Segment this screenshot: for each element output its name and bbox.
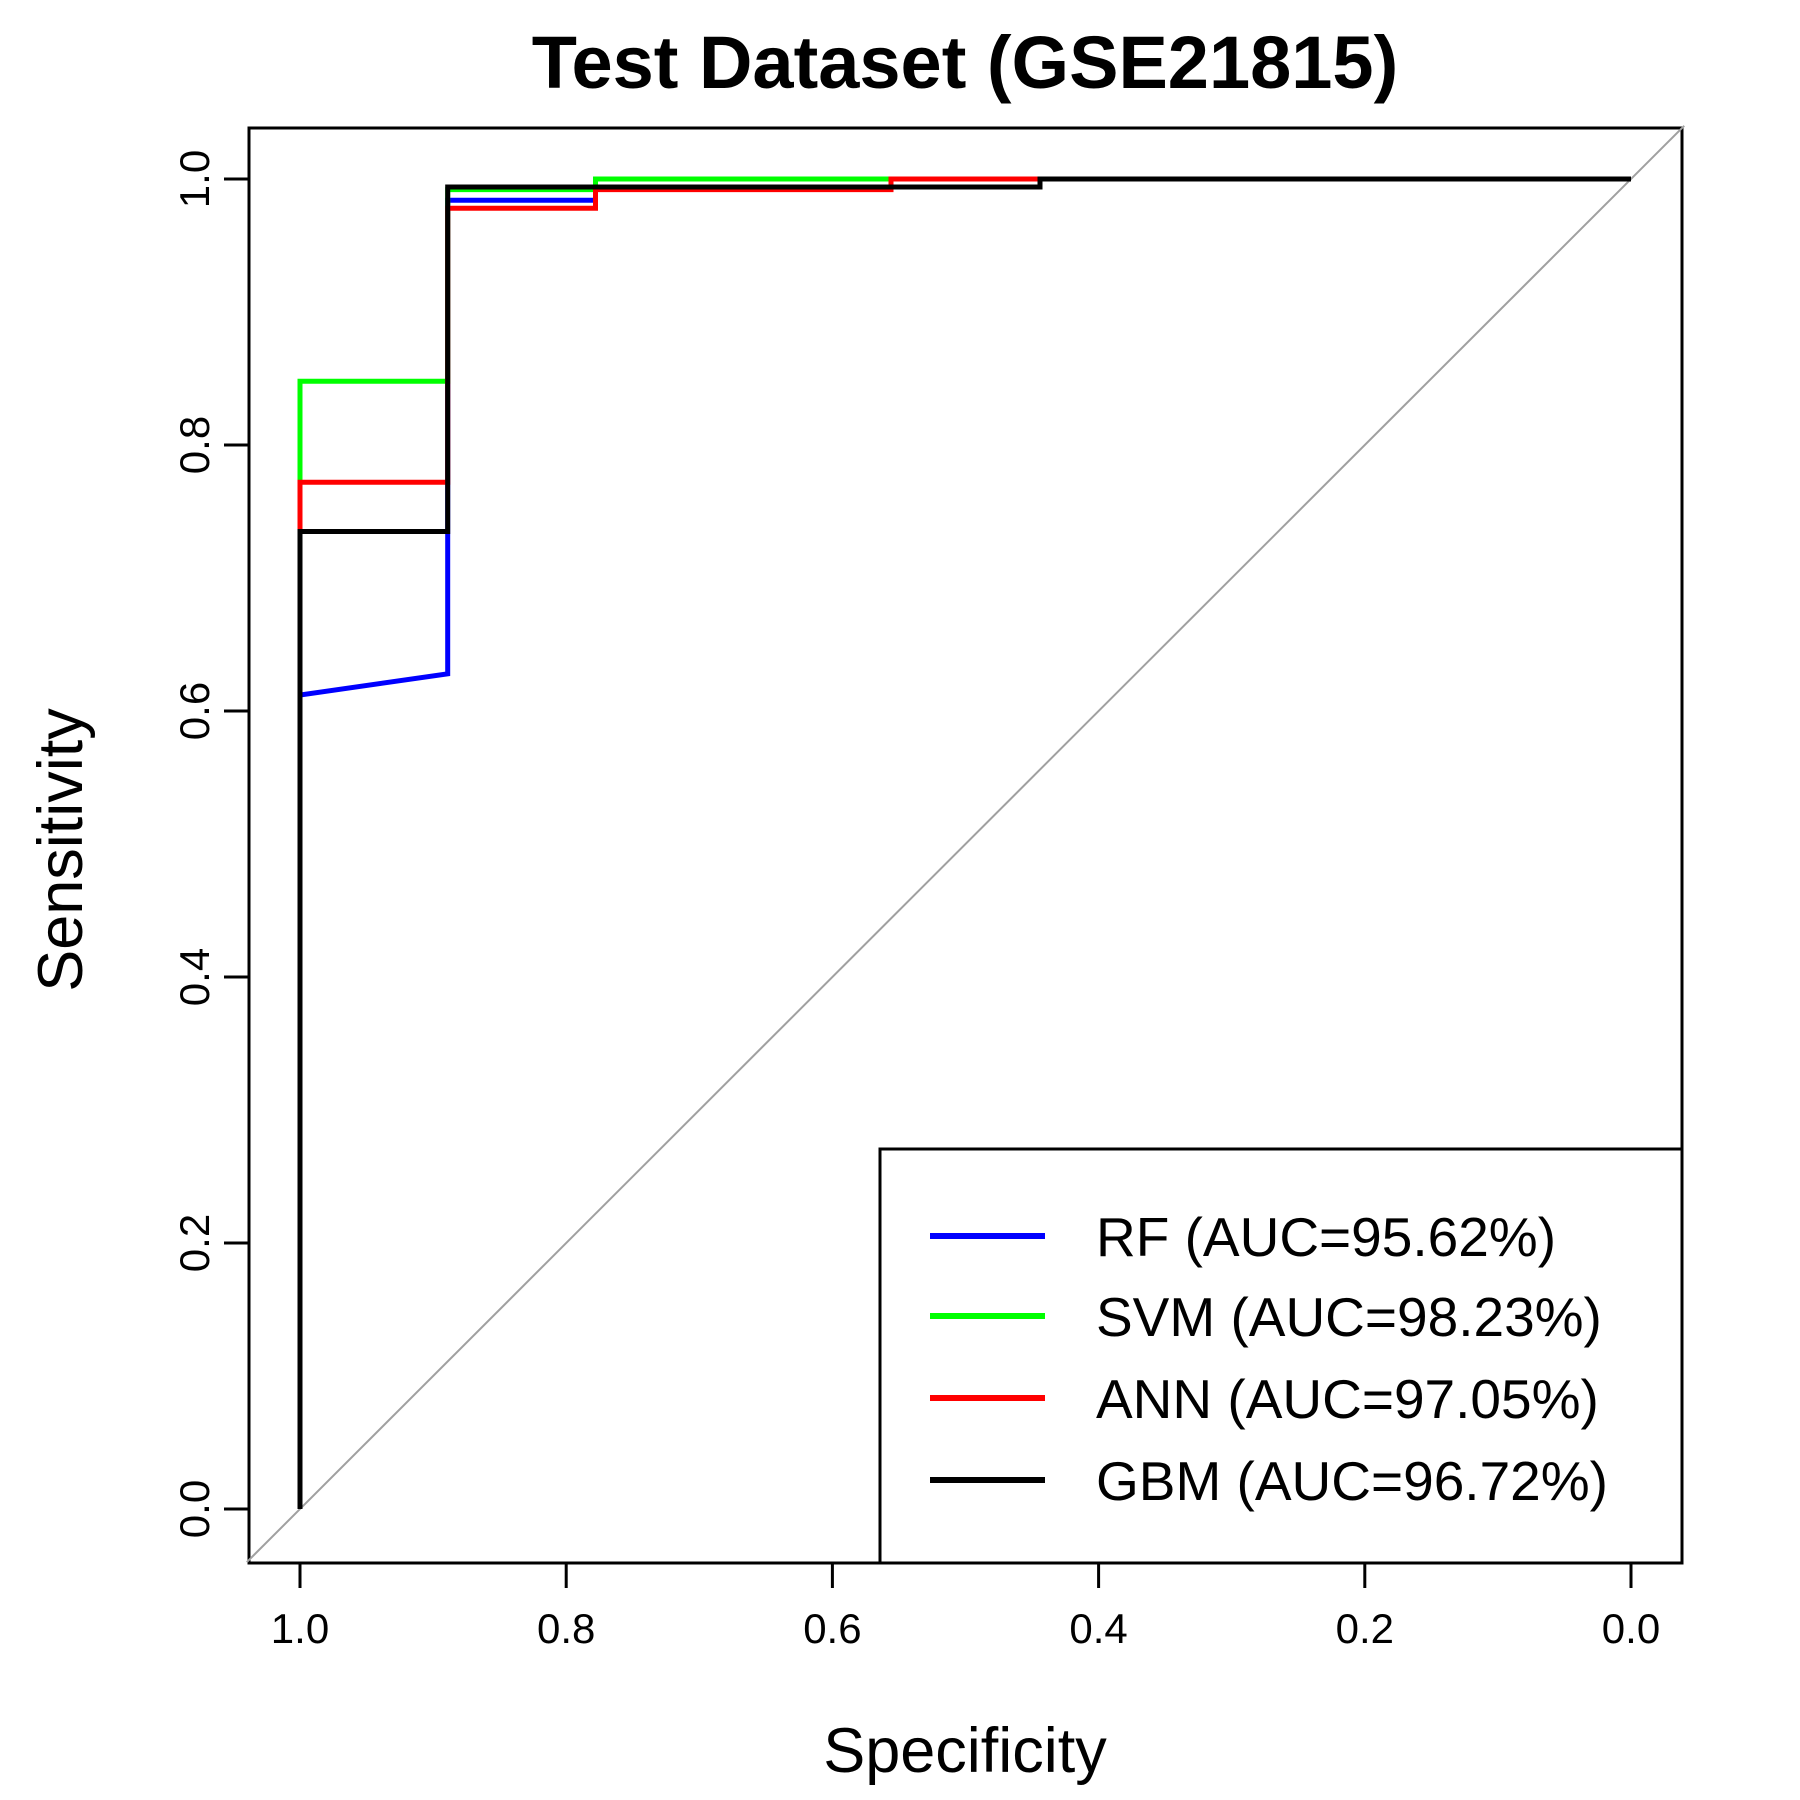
roc-curve-gbm — [297, 176, 1631, 1509]
x-tick-label: 0.0 — [1602, 1605, 1660, 1652]
legend-label-ann: ANN (AUC=97.05%) — [1096, 1368, 1599, 1430]
y-tick-label: 0.2 — [171, 1214, 218, 1272]
chart-title: Test Dataset (GSE21815) — [532, 21, 1398, 104]
x-tick-label: 0.8 — [537, 1605, 595, 1652]
legend: RF (AUC=95.62%) SVM (AUC=98.23%) ANN (AUC=… — [878, 1147, 1684, 1565]
legend-box — [878, 1147, 1684, 1565]
legend-label-rf: RF (AUC=95.62%) — [1096, 1206, 1556, 1268]
y-tick-label: 0.8 — [171, 416, 218, 474]
x-axis-label: Specificity — [823, 1716, 1107, 1786]
reference-diagonal — [246, 125, 1685, 1563]
legend-label-gbm: GBM (AUC=96.72%) — [1096, 1450, 1608, 1512]
y-tick-label: 1.0 — [171, 150, 218, 208]
y-axis-label: Sensitivity — [26, 708, 96, 992]
x-tick-label: 0.2 — [1336, 1605, 1394, 1652]
y-tick-label: 0.0 — [171, 1480, 218, 1538]
y-tick-label: 0.4 — [171, 948, 218, 1006]
x-tick-label: 0.4 — [1069, 1605, 1127, 1652]
roc-curve-ann — [297, 176, 1631, 1509]
x-tick-label: 0.6 — [803, 1605, 861, 1652]
legend-label-svm: SVM (AUC=98.23%) — [1096, 1286, 1602, 1348]
x-tick-label: 1.0 — [271, 1605, 329, 1652]
y-tick-label: 0.6 — [171, 682, 218, 740]
